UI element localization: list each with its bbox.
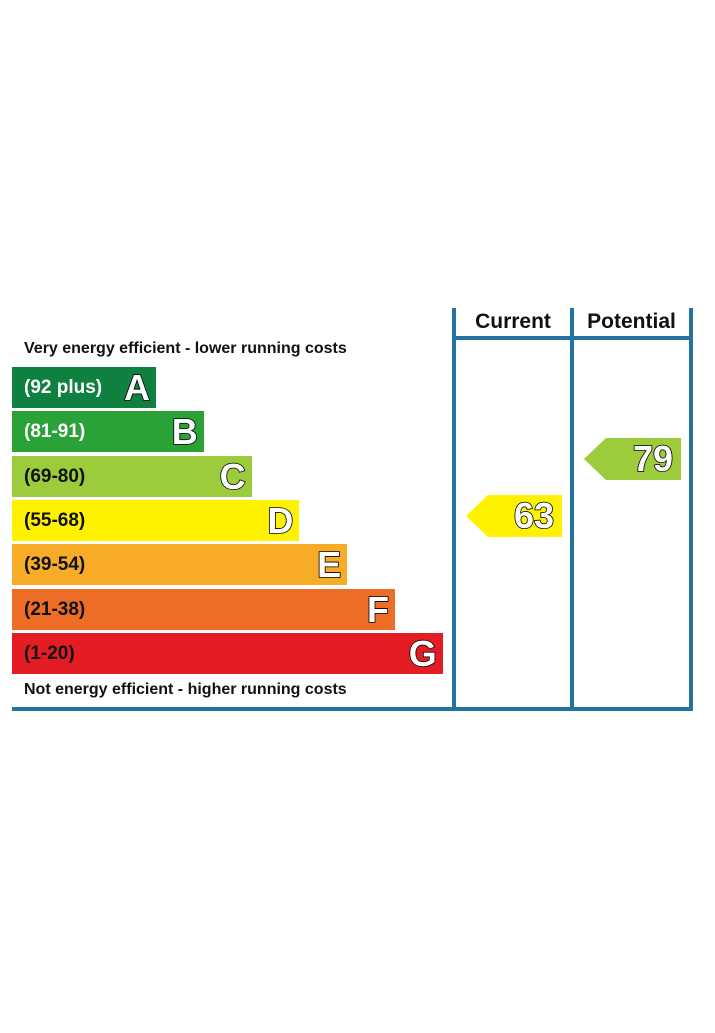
band-c: (69-80) C — [12, 455, 252, 498]
potential-rating-value: 79 — [632, 437, 674, 480]
band-d: (55-68) D — [12, 499, 300, 542]
band-d-range: (55-68) — [24, 509, 86, 531]
band-a-range: (92 plus) — [24, 377, 103, 398]
band-e-range: (39-54) — [24, 554, 86, 576]
band-a: (92 plus) A — [12, 366, 156, 409]
header-underline — [452, 336, 693, 340]
band-e-letter: E — [316, 543, 342, 586]
current-rating-value: 63 — [513, 494, 555, 537]
band-b: (81-91) B — [12, 410, 204, 453]
band-g: (1-20) G — [12, 632, 443, 675]
potential-arrow-shape — [584, 438, 681, 480]
band-f: (21-38) F — [12, 588, 395, 631]
current-column-header: Current — [475, 310, 551, 333]
band-g-range: (1-20) — [24, 642, 75, 664]
column-divider-left — [452, 308, 456, 711]
band-b-range: (81-91) — [24, 421, 86, 443]
bottom-caption: Not energy efficient - higher running co… — [24, 681, 347, 698]
band-f-range: (21-38) — [24, 598, 86, 620]
band-a-letter: A — [123, 366, 151, 409]
band-f-letter: F — [366, 588, 390, 631]
band-g-letter: G — [408, 632, 438, 675]
current-rating-arrow: 63 — [466, 494, 562, 537]
top-caption: Very energy efficient - lower running co… — [24, 340, 347, 357]
column-divider-middle — [570, 308, 574, 711]
frame-bottom-line — [12, 707, 693, 711]
potential-rating-arrow: 79 — [584, 437, 681, 480]
column-divider-right — [689, 308, 693, 711]
band-c-range: (69-80) — [24, 465, 86, 487]
potential-column-header: Potential — [587, 310, 676, 333]
current-arrow-shape — [466, 495, 562, 537]
band-c-letter: C — [219, 455, 247, 498]
band-e: (39-54) E — [12, 543, 348, 586]
band-b-letter: B — [171, 410, 199, 453]
band-d-letter: D — [267, 499, 295, 542]
